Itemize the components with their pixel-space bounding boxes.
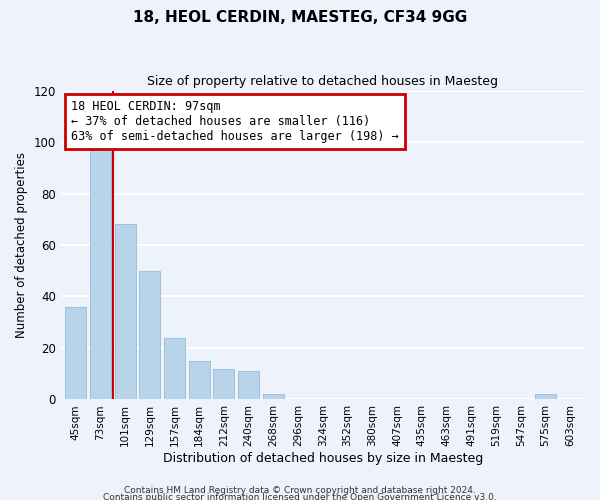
Bar — [164, 338, 185, 400]
Y-axis label: Number of detached properties: Number of detached properties — [15, 152, 28, 338]
X-axis label: Distribution of detached houses by size in Maesteg: Distribution of detached houses by size … — [163, 452, 483, 465]
Bar — [189, 361, 210, 400]
Title: Size of property relative to detached houses in Maesteg: Size of property relative to detached ho… — [148, 75, 499, 88]
Bar — [214, 368, 235, 400]
Text: Contains public sector information licensed under the Open Government Licence v3: Contains public sector information licen… — [103, 494, 497, 500]
Bar — [90, 142, 111, 400]
Text: 18, HEOL CERDIN, MAESTEG, CF34 9GG: 18, HEOL CERDIN, MAESTEG, CF34 9GG — [133, 10, 467, 25]
Bar — [115, 224, 136, 400]
Bar — [238, 371, 259, 400]
Bar — [139, 270, 160, 400]
Text: 18 HEOL CERDIN: 97sqm
← 37% of detached houses are smaller (116)
63% of semi-det: 18 HEOL CERDIN: 97sqm ← 37% of detached … — [71, 100, 399, 143]
Bar — [65, 307, 86, 400]
Text: Contains HM Land Registry data © Crown copyright and database right 2024.: Contains HM Land Registry data © Crown c… — [124, 486, 476, 495]
Bar — [535, 394, 556, 400]
Bar — [263, 394, 284, 400]
